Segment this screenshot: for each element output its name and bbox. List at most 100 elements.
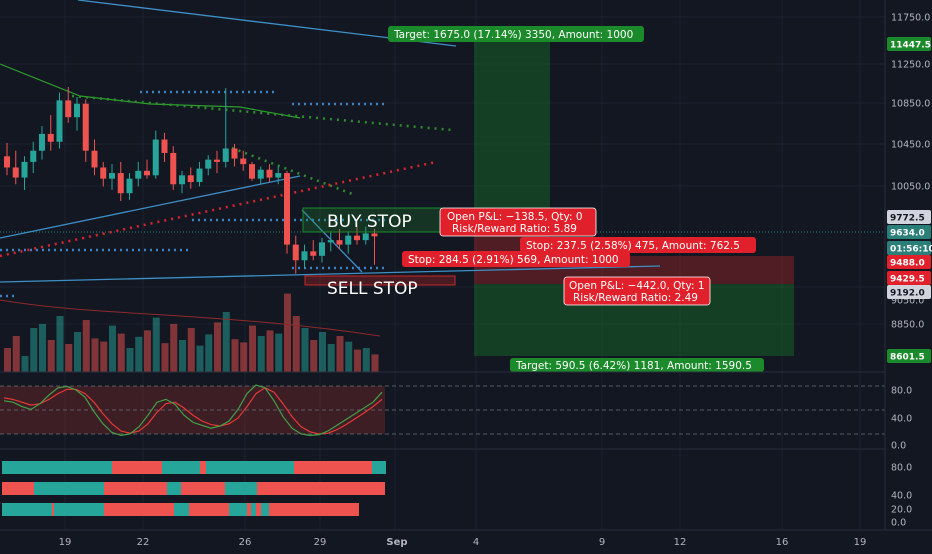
oscillator-ticks: 80.0 40.0 0.0 bbox=[891, 386, 912, 452]
candle[interactable] bbox=[100, 161, 107, 187]
candle[interactable] bbox=[362, 226, 369, 245]
volume-bar bbox=[144, 330, 151, 372]
candle[interactable] bbox=[345, 231, 352, 254]
candle[interactable] bbox=[109, 164, 115, 190]
candle[interactable] bbox=[292, 235, 299, 274]
price-scale[interactable]: 11750.0 11250.0 10850.0 10450.0 10050.0 9050.… bbox=[884, 0, 932, 530]
candle[interactable] bbox=[170, 146, 177, 190]
candle-body bbox=[144, 170, 150, 176]
volume-bar bbox=[39, 324, 46, 372]
horizontal-grid bbox=[0, 16, 885, 325]
candle[interactable] bbox=[327, 231, 334, 252]
candle[interactable] bbox=[12, 150, 19, 185]
sell-stop-zone[interactable] bbox=[304, 275, 456, 286]
candle[interactable] bbox=[187, 167, 194, 189]
trend-bar-segment bbox=[269, 503, 359, 516]
trend-bar-segment bbox=[52, 503, 54, 516]
candle[interactable] bbox=[284, 170, 290, 254]
candle-body bbox=[30, 150, 37, 162]
lower-trend-line[interactable] bbox=[0, 175, 301, 239]
price-label: 9192.0 bbox=[887, 285, 931, 299]
price-pane[interactable]: BUY STOP SELL STOP Target: 1675.0 (17.14… bbox=[0, 0, 885, 530]
candle-body bbox=[327, 240, 334, 243]
stop-lower-box[interactable]: Stop: 284.5 (2.91%) 569, Amount: 1000 bbox=[402, 251, 630, 267]
price-label-bg bbox=[887, 241, 931, 255]
candle[interactable] bbox=[21, 156, 28, 190]
candle[interactable] bbox=[144, 159, 150, 179]
candle[interactable] bbox=[56, 92, 63, 149]
short-position-target-zone[interactable] bbox=[474, 40, 550, 236]
candle[interactable] bbox=[117, 161, 124, 202]
candle-body bbox=[354, 235, 360, 241]
trend-bar-segment bbox=[174, 503, 189, 516]
volume-bar bbox=[4, 348, 11, 372]
candlestick-series[interactable] bbox=[4, 86, 378, 274]
candle[interactable] bbox=[135, 161, 142, 187]
buy-stop-zone[interactable] bbox=[302, 207, 442, 233]
stop-lower-box-bg bbox=[402, 251, 630, 267]
price-label-bg bbox=[887, 271, 931, 285]
candle[interactable] bbox=[249, 161, 255, 181]
stochastic-pane[interactable] bbox=[0, 371, 885, 437]
date-label: 16 bbox=[776, 537, 789, 548]
candle[interactable] bbox=[4, 142, 10, 176]
trend-bar-segment bbox=[54, 503, 104, 516]
candle[interactable] bbox=[152, 130, 159, 179]
candle-body bbox=[231, 148, 238, 159]
candle[interactable] bbox=[205, 155, 212, 176]
candle[interactable] bbox=[257, 166, 264, 185]
price-tick-label: 9050.0 bbox=[891, 296, 924, 307]
candle-body bbox=[310, 251, 317, 256]
candle[interactable] bbox=[354, 226, 360, 245]
candle[interactable] bbox=[39, 126, 45, 160]
candle[interactable] bbox=[196, 161, 203, 187]
support-trend-line[interactable] bbox=[0, 265, 661, 283]
trend-bar-segment bbox=[294, 461, 372, 474]
long-pnl-box[interactable]: Open P&L: −138.5, Qty: 0 Risk/Reward Rat… bbox=[439, 207, 597, 237]
buy-stop-label[interactable]: BUY STOP bbox=[327, 212, 412, 232]
price-label-bg bbox=[887, 285, 931, 299]
candle[interactable] bbox=[65, 86, 72, 123]
dotted-green-upper-band bbox=[71, 94, 453, 132]
candle[interactable] bbox=[266, 164, 273, 183]
price-label-text: 9192.0 bbox=[890, 289, 925, 299]
candle[interactable] bbox=[214, 150, 220, 174]
candle-body bbox=[345, 235, 352, 245]
candle-body bbox=[187, 175, 194, 183]
candle[interactable] bbox=[301, 244, 308, 269]
candle[interactable] bbox=[179, 170, 185, 194]
candle[interactable] bbox=[275, 166, 282, 185]
candle[interactable] bbox=[126, 173, 133, 200]
candle[interactable] bbox=[91, 139, 98, 176]
trend-bar-segment bbox=[162, 461, 200, 474]
date-axis[interactable]: 19 22 26 29 Sep 4 9 12 16 19 bbox=[0, 529, 932, 550]
volume-bar bbox=[65, 344, 73, 372]
candle[interactable] bbox=[47, 114, 54, 151]
long-target-box[interactable]: Target: 590.5 (6.42%) 1181, Amount: 1590… bbox=[510, 358, 764, 372]
candle[interactable] bbox=[240, 150, 247, 171]
candle-body bbox=[196, 168, 203, 183]
candle[interactable] bbox=[161, 132, 168, 162]
candle[interactable] bbox=[74, 97, 80, 131]
sell-stop-label[interactable]: SELL STOP bbox=[327, 279, 418, 299]
candle[interactable] bbox=[371, 228, 378, 265]
price-label: 9429.5 bbox=[887, 271, 931, 285]
trend-bars-pane[interactable] bbox=[0, 448, 885, 516]
short-target-box[interactable]: Target: 1675.0 (17.14%) 3350, Amount: 10… bbox=[388, 26, 644, 42]
candle[interactable] bbox=[82, 99, 89, 162]
candle[interactable] bbox=[310, 240, 317, 261]
candle[interactable] bbox=[222, 88, 229, 168]
short-pnl-box[interactable]: Open P&L: −442.0, Qty: 1 Risk/Reward Rat… bbox=[563, 276, 711, 306]
price-label-text: 8601.5 bbox=[890, 353, 925, 363]
candle[interactable] bbox=[30, 141, 37, 174]
price-label: 9772.5 bbox=[887, 210, 931, 224]
stop-upper-box[interactable]: Stop: 237.5 (2.58%) 475, Amount: 762.5 bbox=[520, 237, 756, 253]
trend-bar-segment bbox=[261, 503, 269, 516]
candle[interactable] bbox=[319, 237, 325, 263]
candle[interactable] bbox=[231, 144, 238, 167]
volume-bar bbox=[74, 332, 81, 372]
price-label-text: 9429.5 bbox=[890, 275, 925, 285]
volume-bar bbox=[362, 348, 370, 372]
